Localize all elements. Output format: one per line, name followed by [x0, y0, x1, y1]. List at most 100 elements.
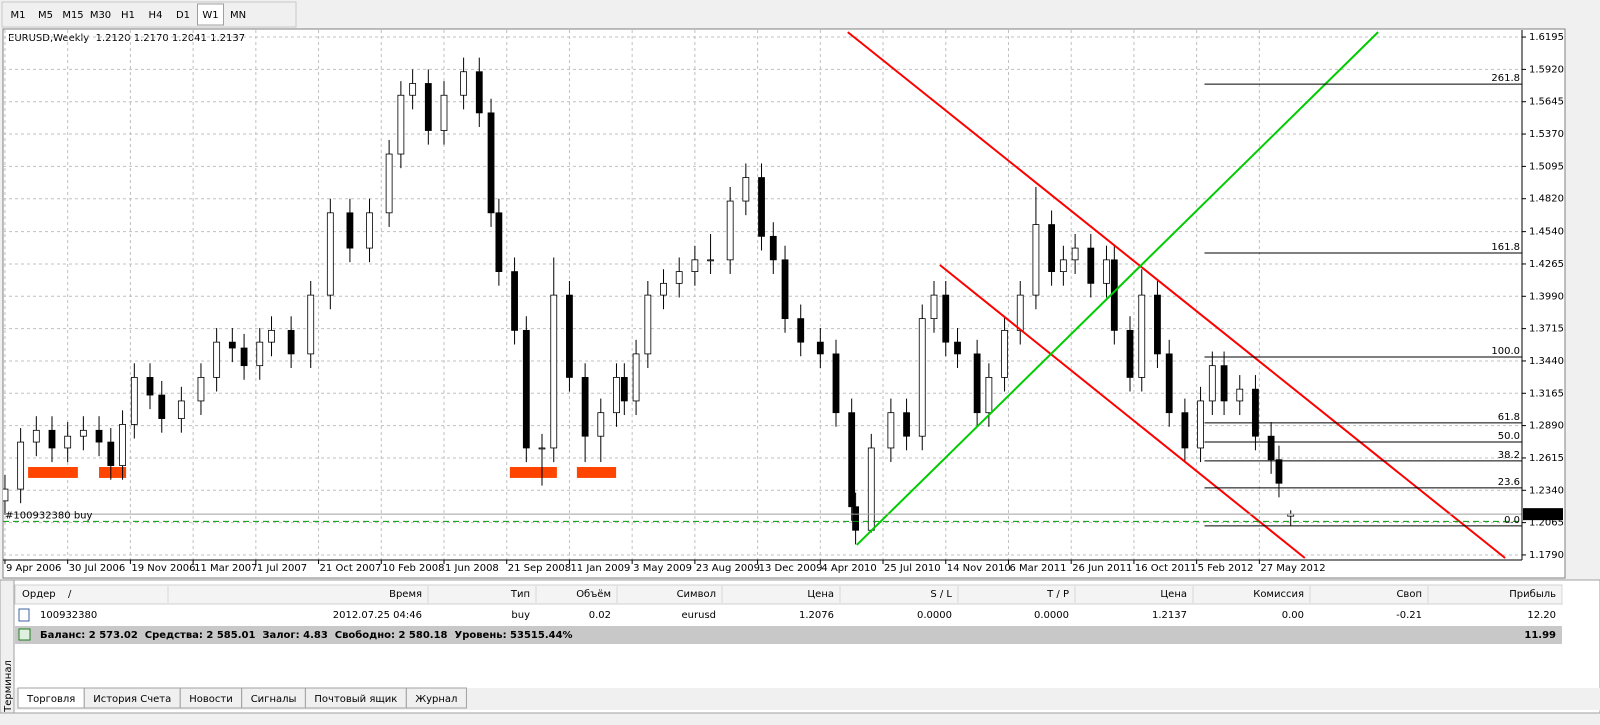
bid-marker — [1523, 508, 1563, 521]
candle-body — [495, 212, 503, 273]
tab-label[interactable]: Сигналы — [251, 694, 297, 705]
timeframe-button-bg[interactable] — [142, 4, 169, 25]
timeframe-button-bg[interactable] — [170, 4, 196, 25]
timeframe-button-bg[interactable] — [87, 4, 114, 25]
order-cell[interactable]: 0.02 — [589, 610, 611, 621]
candle-body — [346, 212, 354, 249]
timeframe-button[interactable]: M30 — [87, 4, 114, 25]
candle-body — [1267, 435, 1275, 461]
candle-body — [691, 259, 699, 273]
x-tick-label: 30 Jul 2006 — [69, 563, 126, 574]
timeframe-label[interactable]: W1 — [202, 10, 218, 21]
candle-body — [1252, 388, 1259, 437]
tab-label[interactable]: Почтовый ящик — [314, 694, 397, 705]
tab[interactable]: Журнал — [405, 687, 467, 709]
timeframe-button-bg[interactable] — [115, 4, 141, 25]
column-header: S / L — [930, 589, 952, 600]
order-cell[interactable]: -0.21 — [1396, 610, 1422, 621]
timeframe-button[interactable]: D1 — [170, 4, 196, 25]
order-cell[interactable]: 100932380 — [40, 610, 97, 621]
timeframe-label[interactable]: M15 — [62, 10, 83, 21]
fibo-label: 38.2 — [1498, 450, 1520, 461]
tab-label[interactable]: Журнал — [415, 694, 457, 705]
order-cell[interactable]: 0.00 — [1282, 610, 1304, 621]
candle-body — [440, 94, 448, 131]
timeframe-label[interactable]: M30 — [90, 10, 111, 21]
timeframe-button[interactable]: M5 — [32, 4, 59, 25]
candle-body — [742, 177, 750, 202]
timeframe-button-bg[interactable] — [197, 3, 224, 26]
candle-body — [1220, 365, 1228, 402]
x-tick-label: 1 Jul 2007 — [257, 563, 307, 574]
terminal-side-bar — [0, 579, 15, 714]
candle-body — [1087, 247, 1095, 284]
tab[interactable]: Сигналы — [241, 687, 306, 709]
tab-label[interactable]: История Счета — [93, 694, 171, 705]
timeframe-label[interactable]: D1 — [176, 10, 190, 21]
candle-body — [32, 429, 40, 443]
candle-body — [95, 429, 103, 443]
timeframe-button-bg[interactable] — [225, 4, 251, 25]
column-header: Цена — [1160, 589, 1187, 600]
timeframe-label[interactable]: M5 — [38, 10, 53, 21]
timeframe-button[interactable]: MN — [225, 4, 251, 25]
timeframe-button[interactable]: H4 — [142, 4, 169, 25]
timeframe-label[interactable]: H1 — [121, 10, 135, 21]
column-header: Цена — [807, 589, 834, 600]
timeframe-button-bg[interactable] — [60, 4, 86, 25]
candle-body — [197, 377, 205, 402]
trend-line — [939, 264, 1306, 559]
tab[interactable]: Почтовый ящик — [304, 687, 407, 709]
column-header: / — [68, 589, 72, 600]
candle-body — [538, 447, 546, 450]
summary-row — [15, 626, 1562, 644]
order-cell[interactable]: 1.2137 — [1152, 610, 1187, 621]
order-cell[interactable]: 0.0000 — [1034, 610, 1069, 621]
timeframe-button-bg[interactable] — [5, 4, 31, 25]
order-cell[interactable]: 2012.07.25 04:46 — [333, 610, 422, 621]
candle-body — [424, 83, 432, 131]
candle-body — [550, 294, 558, 449]
candle-body — [675, 271, 683, 284]
timeframe-button[interactable]: M15 — [60, 4, 86, 25]
timeframe-button-bg[interactable] — [32, 4, 59, 25]
x-tick-label: 6 Mar 2011 — [1009, 563, 1066, 574]
timeframe-label[interactable]: H4 — [149, 10, 163, 21]
candle-body — [1126, 329, 1134, 378]
fibo-label: 261.8 — [1491, 73, 1520, 84]
tab-label[interactable]: Новости — [189, 694, 232, 705]
x-tick-label: 19 Nov 2006 — [131, 563, 195, 574]
table-header — [14, 584, 1563, 605]
candle-body — [228, 341, 236, 349]
candle-body — [1048, 224, 1055, 273]
timeframe-button[interactable]: H1 — [115, 4, 141, 25]
tab-bg[interactable] — [405, 687, 467, 709]
tab[interactable]: Торговля — [17, 687, 85, 709]
candle-body — [64, 435, 72, 449]
order-cell[interactable]: 12.20 — [1527, 610, 1556, 621]
timeframe-button[interactable]: W1 — [197, 3, 224, 26]
tab[interactable]: История Счета — [83, 687, 181, 709]
order-cell[interactable]: buy — [511, 610, 530, 621]
order-cell[interactable]: eurusd — [682, 610, 717, 621]
y-tick-label: 1.4265 — [1529, 259, 1564, 270]
column-header: Своп — [1396, 589, 1422, 600]
x-tick-label: 21 Oct 2007 — [320, 563, 382, 574]
candle-body — [256, 341, 264, 367]
order-cell[interactable]: 1.2076 — [799, 610, 834, 621]
candle-body — [781, 259, 789, 320]
timeframe-button[interactable]: M1 — [5, 4, 31, 25]
timeframe-label[interactable]: M1 — [11, 10, 26, 21]
candle-body — [867, 447, 875, 531]
tab-label[interactable]: Торговля — [26, 694, 75, 705]
candle-body — [1208, 365, 1216, 402]
column-header: Символ — [677, 589, 716, 600]
candle-body — [887, 412, 895, 449]
x-tick-label: 27 May 2012 — [1260, 563, 1325, 574]
timeframe-label[interactable]: MN — [230, 10, 246, 21]
candle-body — [1236, 388, 1244, 402]
order-cell[interactable]: 0.0000 — [917, 610, 952, 621]
candle-body — [397, 94, 405, 155]
tab[interactable]: Новости — [179, 687, 243, 709]
